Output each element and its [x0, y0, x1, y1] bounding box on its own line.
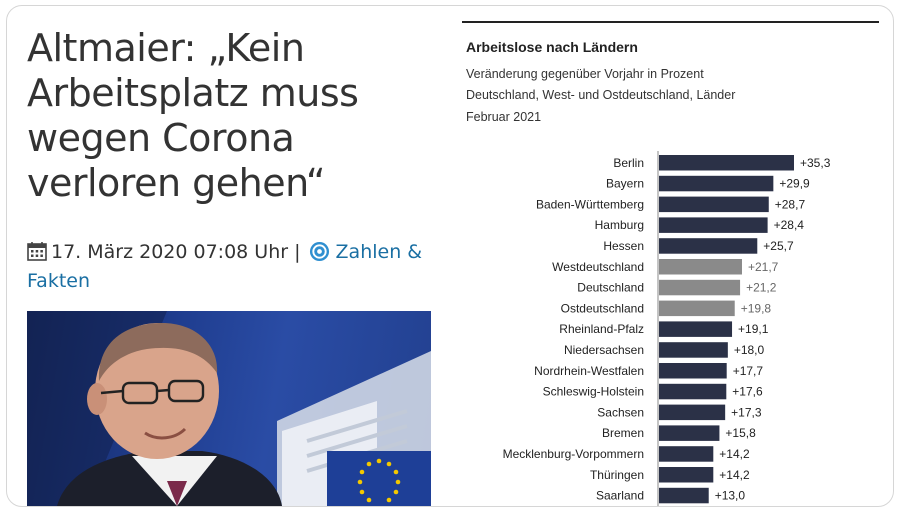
- bar: [659, 259, 742, 275]
- bar: [659, 404, 726, 421]
- category-label: Thüringen: [590, 468, 644, 482]
- category-label: Sachsen: [597, 405, 644, 419]
- bar: [659, 300, 735, 317]
- eu-stars-emblem: [357, 458, 401, 503]
- category-label: Schleswig-Holstein: [543, 385, 644, 399]
- bar: [659, 342, 728, 358]
- value-label: +17,7: [733, 364, 764, 378]
- photo-illustration: [27, 311, 431, 506]
- bar: [659, 196, 769, 213]
- category-label: Bremen: [602, 426, 644, 440]
- category-label: Ostdeutschland: [561, 301, 644, 315]
- category-label: Nordrhein-Westfalen: [534, 364, 644, 378]
- meta-separator: |: [294, 241, 301, 263]
- bar: [659, 363, 727, 379]
- category-label: Saarland: [596, 489, 644, 503]
- category-label: Berlin: [613, 156, 644, 170]
- value-label: +21,2: [746, 281, 777, 295]
- chart-title: Arbeitslose nach Ländern: [466, 39, 638, 55]
- chart-subtitle-2: Deutschland, West- und Ostdeutschland, L…: [466, 88, 736, 102]
- category-label: Westdeutschland: [552, 260, 644, 274]
- bar: [659, 446, 714, 462]
- value-label: +14,2: [719, 447, 750, 461]
- chart-panel: Arbeitslose nach Ländern Veränderung geg…: [462, 20, 882, 506]
- bar: [659, 175, 774, 192]
- value-label: +18,0: [734, 343, 765, 357]
- category-label: Baden-Württemberg: [536, 197, 644, 211]
- value-label: +25,7: [763, 239, 794, 253]
- value-label: +19,1: [738, 322, 769, 336]
- category-label: Mecklenburg-Vorpommern: [503, 447, 644, 461]
- bar: [659, 279, 741, 296]
- chart-subtitle-3: Februar 2021: [466, 110, 542, 124]
- article-meta: 17. März 2020 07:08 Uhr | Zahlen & Fakte…: [27, 238, 437, 296]
- chart-top-rule: [462, 21, 879, 23]
- chart-subtitle-1: Veränderung gegenüber Vorjahr in Prozent: [466, 67, 704, 81]
- tweet-card: Altmaier: „Kein Arbeitsplatz muss wegen …: [6, 5, 894, 507]
- bar: [659, 155, 794, 171]
- category-label: Deutschland: [577, 281, 644, 295]
- value-label: +19,8: [741, 301, 772, 315]
- bar: [659, 425, 720, 441]
- value-label: +17,6: [732, 385, 763, 399]
- bar-chart: Berlin +35,3 Bayern +29,9 Baden-Württemberg +…: [503, 151, 831, 506]
- bar: [659, 487, 709, 504]
- bar: [659, 321, 733, 337]
- bar: [659, 217, 768, 233]
- category-link[interactable]: Zahlen & Fakten: [27, 241, 423, 292]
- category-label: Rheinland-Pfalz: [559, 322, 644, 336]
- category-label: Bayern: [606, 177, 644, 191]
- value-label: +29,9: [779, 177, 810, 191]
- value-label: +17,3: [731, 405, 762, 419]
- article-photo: [27, 311, 431, 506]
- category-label: Hamburg: [595, 218, 644, 232]
- category-icon: [309, 241, 329, 262]
- value-label: +28,4: [774, 218, 805, 232]
- bar: [659, 467, 714, 483]
- value-label: +28,7: [775, 197, 806, 211]
- value-label: +21,7: [748, 260, 779, 274]
- value-label: +14,2: [719, 468, 750, 482]
- article-headline: Altmaier: „Kein Arbeitsplatz muss wegen …: [27, 26, 359, 205]
- value-label: +35,3: [800, 156, 831, 170]
- article-date: 17. März 2020 07:08 Uhr: [51, 241, 289, 263]
- value-label: +13,0: [715, 489, 746, 503]
- category-label: Niedersachsen: [564, 343, 644, 357]
- category-label: Hessen: [603, 239, 644, 253]
- value-label: +15,8: [725, 426, 756, 440]
- bar: [659, 238, 758, 254]
- bar: [659, 383, 727, 400]
- calendar-icon: [27, 242, 47, 261]
